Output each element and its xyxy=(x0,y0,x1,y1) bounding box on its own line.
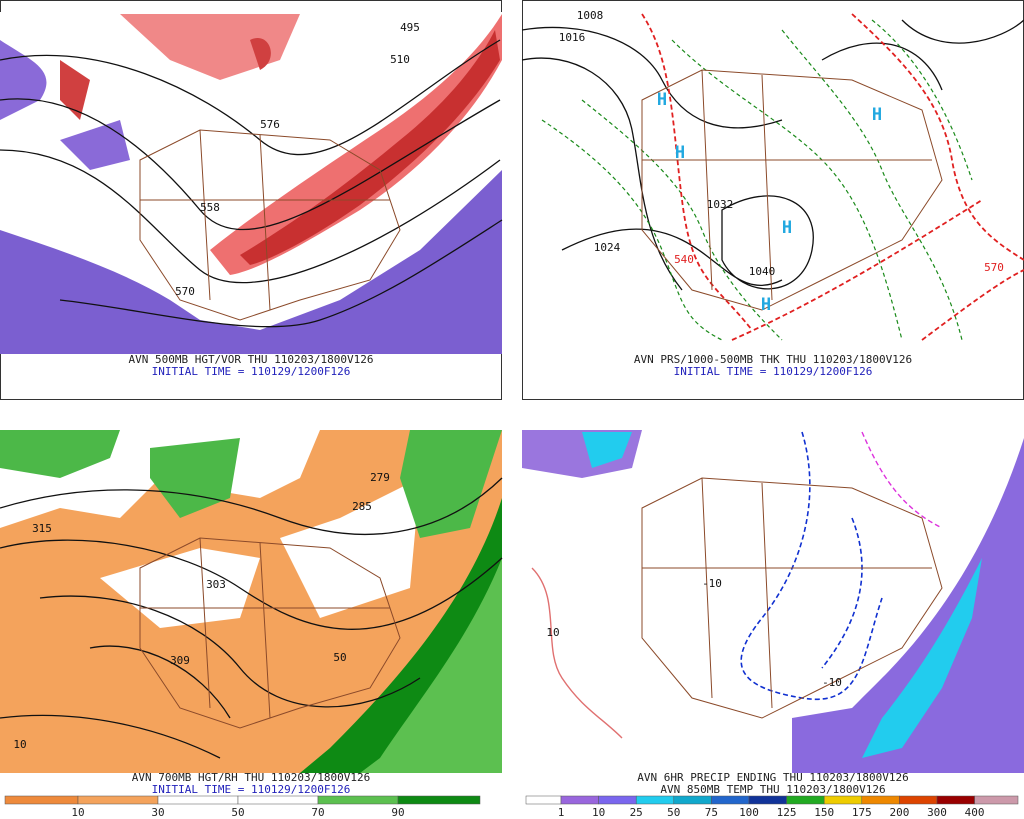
colorbar-swatch xyxy=(397,795,481,805)
colorbar-swatch xyxy=(317,795,399,805)
caption-sub: INITIAL TIME = 110129/1200F126 xyxy=(152,783,351,796)
contour-label: H xyxy=(782,218,792,238)
caption-sub: INITIAL TIME = 110129/1200F126 xyxy=(674,365,873,378)
panel: -10 -10 10 AVN 6HR PRECIP ENDING THU 110203… xyxy=(522,430,1024,819)
panel: 1008 1016 1032 1024 1040 570 540 H H H H H AVN PRS/1… xyxy=(521,0,1024,400)
colorbar-swatch xyxy=(77,795,159,805)
contour-label: 1040 xyxy=(749,265,776,278)
contour-label: -10 xyxy=(822,676,842,689)
colorbar-label: 1 xyxy=(558,806,565,819)
contour-label: 279 xyxy=(370,471,390,484)
colorbar-label: 150 xyxy=(814,806,834,819)
colorbar-swatch xyxy=(748,795,787,805)
contour-label: 570 xyxy=(984,261,1004,274)
contour-label: 540 xyxy=(674,253,694,266)
contour-label: 510 xyxy=(390,53,410,66)
contour-label: 303 xyxy=(206,578,226,591)
colorbar-label: 10 xyxy=(71,806,84,819)
colorbar-swatch xyxy=(525,795,562,805)
colorbar-label: 200 xyxy=(889,806,909,819)
contour-label: H xyxy=(675,143,685,163)
colorbar-swatch xyxy=(974,795,1019,805)
colorbar-label: 50 xyxy=(667,806,680,819)
caption: AVN PRS/1000-500MB THK THU 110203/1800V1… xyxy=(634,353,912,366)
contour-label: 576 xyxy=(260,118,280,131)
colorbar-swatch xyxy=(711,795,750,805)
contour-label: 309 xyxy=(170,654,190,667)
colorbar-label: 10 xyxy=(592,806,605,819)
contour-label: H xyxy=(657,90,667,110)
caption: AVN 6HR PRECIP ENDING THU 110203/1800V12… xyxy=(637,771,909,784)
contour-label: 1008 xyxy=(577,9,604,22)
caption-sub: AVN 850MB TEMP THU 110203/1800V126 xyxy=(660,783,885,796)
contour-label: 315 xyxy=(32,522,52,535)
colorbar-swatch xyxy=(157,795,239,805)
colorbar-label: 70 xyxy=(311,806,324,819)
contour-label: 558 xyxy=(200,201,220,214)
contour-label: 570 xyxy=(175,285,195,298)
colorbar-swatch xyxy=(823,795,863,805)
colorbar-swatch xyxy=(899,795,938,805)
colorbar-label: 50 xyxy=(231,806,244,819)
colorbar-label: 75 xyxy=(705,806,718,819)
contour-label: -10 xyxy=(702,577,722,590)
caption-sub: INITIAL TIME = 110129/1200F126 xyxy=(152,365,351,378)
colorbar-swatch xyxy=(598,795,637,805)
colorbar-swatch xyxy=(861,795,900,805)
colorbar-label: 25 xyxy=(630,806,643,819)
colorbar-swatch xyxy=(673,795,712,805)
caption: AVN 700MB HGT/RH THU 110203/1800V126 xyxy=(132,771,370,784)
contour-label: 285 xyxy=(352,500,372,513)
colorbar-label: 100 xyxy=(739,806,759,819)
caption: AVN 500MB HGT/VOR THU 110203/1800V126 xyxy=(128,353,373,366)
colorbar-swatch xyxy=(560,795,599,805)
colorbar-label: 90 xyxy=(391,806,404,819)
contour-label: 50 xyxy=(333,651,346,664)
contour-label: 1016 xyxy=(559,31,586,44)
colorbar-label: 400 xyxy=(965,806,985,819)
colorbar-label: 175 xyxy=(852,806,872,819)
colorbar-swatch xyxy=(936,795,975,805)
panel: 495 510 576 558 570 AVN 500MB HGT/VOR THU 110… xyxy=(0,0,503,400)
contour-label: 1032 xyxy=(707,198,734,211)
colorbar-label: 125 xyxy=(777,806,797,819)
panel: 279 285 303 309 315 10 50 AVN 700MB HGT/RH THU … xyxy=(0,430,503,819)
colorbar-swatch xyxy=(4,795,79,805)
contour-label: 10 xyxy=(13,738,26,751)
contour-label: H xyxy=(761,295,771,315)
colorbar-swatch xyxy=(635,795,675,805)
contour-label: 1024 xyxy=(594,241,621,254)
contour-label: 495 xyxy=(400,21,420,34)
colorbar-label: 30 xyxy=(151,806,164,819)
colorbar-swatch xyxy=(786,795,825,805)
contour-label: H xyxy=(872,105,882,125)
contour-label: 10 xyxy=(546,626,559,639)
colorbar-label: 300 xyxy=(927,806,947,819)
colorbar-swatch xyxy=(237,795,319,805)
